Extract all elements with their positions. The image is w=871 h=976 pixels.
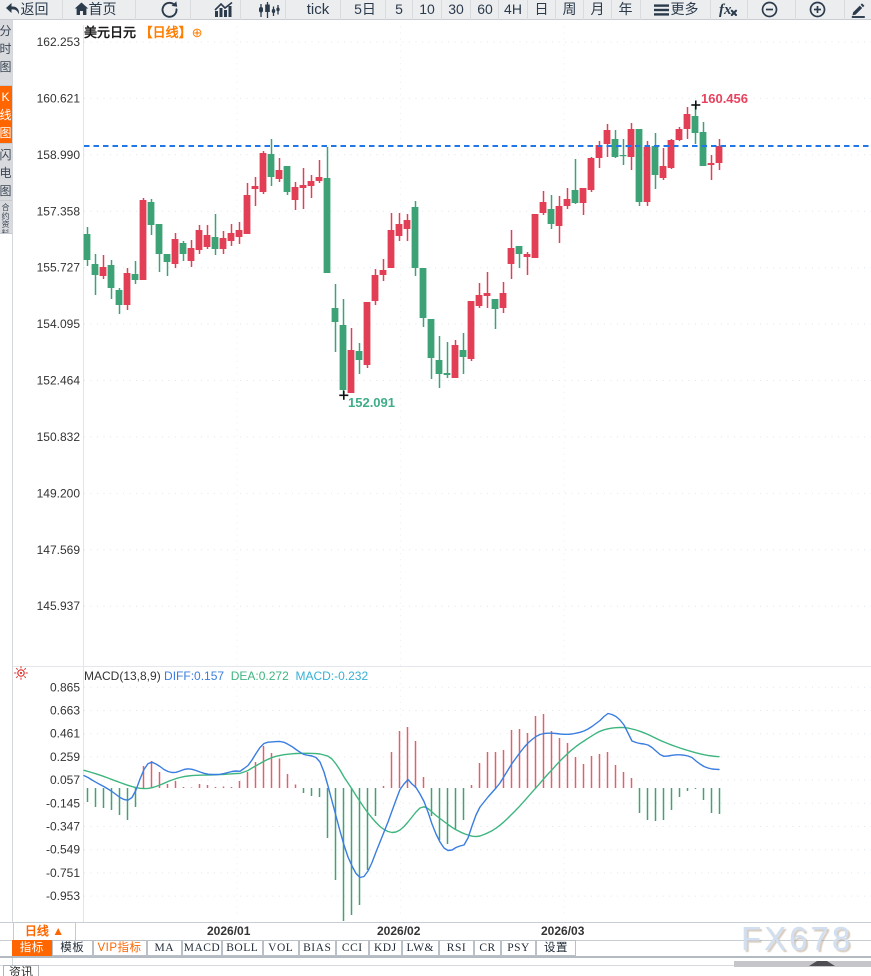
svg-text:0.461: 0.461 [50,727,80,741]
svg-text:145.937: 145.937 [37,599,81,613]
svg-text:155.727: 155.727 [37,261,81,275]
svg-text:152.464: 152.464 [37,374,81,388]
svg-text:147.569: 147.569 [37,543,81,557]
svg-text:-0.953: -0.953 [46,889,80,903]
svg-text:160.621: 160.621 [37,91,81,105]
svg-text:-0.145: -0.145 [46,796,80,810]
svg-text:-0.549: -0.549 [46,843,80,857]
svg-text:0.259: 0.259 [50,750,80,764]
svg-text:162.253: 162.253 [37,35,81,49]
svg-text:-0.751: -0.751 [46,866,80,880]
svg-text:fx: fx [719,2,732,18]
svg-text:158.990: 158.990 [37,148,81,162]
svg-text:0.057: 0.057 [50,773,80,787]
svg-text:150.832: 150.832 [37,430,81,444]
svg-text:149.200: 149.200 [37,486,81,500]
svg-text:-0.347: -0.347 [46,820,80,834]
svg-text:0.865: 0.865 [50,680,80,694]
svg-text:0.663: 0.663 [50,704,80,718]
svg-text:154.095: 154.095 [37,317,81,331]
svg-text:157.358: 157.358 [37,204,81,218]
